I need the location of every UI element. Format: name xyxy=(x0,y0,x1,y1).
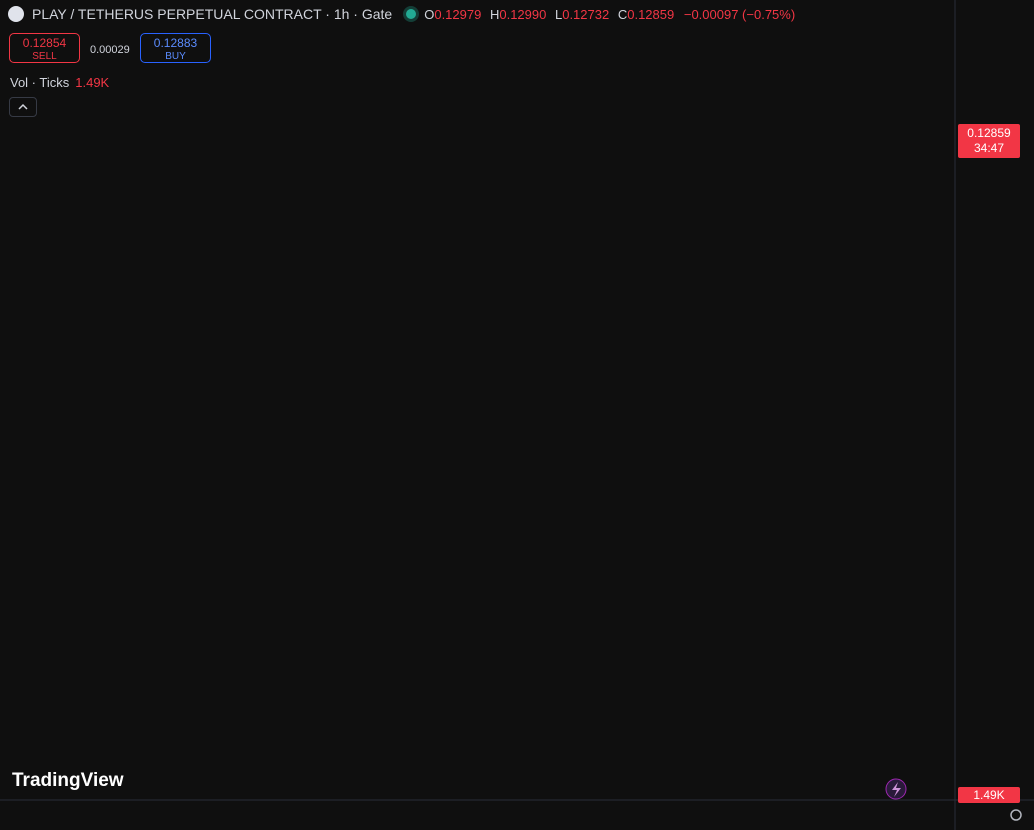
price-tag: 0.12859 34:47 xyxy=(958,124,1020,158)
sell-button[interactable]: 0.12854 SELL xyxy=(9,33,80,63)
ohlc: O0.12979 H0.12990 L0.12732 C0.12859 −0.0… xyxy=(424,7,795,22)
ohlc-letter: C xyxy=(617,6,628,22)
price-tag-value: 0.12859 xyxy=(967,126,1011,140)
sell-price: 0.12854 xyxy=(22,36,67,50)
ohlc-letter: O xyxy=(424,6,435,22)
alert-bolt xyxy=(892,782,901,797)
ohlc-letter: L xyxy=(554,6,563,22)
buy-price: 0.12883 xyxy=(153,36,198,50)
change: −0.00097 (−0.75%) xyxy=(683,6,796,22)
volume-title: Vol · Ticks xyxy=(10,75,70,90)
symbol-icon xyxy=(8,6,24,22)
spread: 0.00029 xyxy=(90,44,130,56)
buy-label: BUY xyxy=(165,51,186,62)
title: PLAY / TETHERUS PERPETUAL CONTRACT · 1h … xyxy=(32,6,393,22)
ohlc-letter: H xyxy=(489,6,500,22)
volume-tag: 1.49K xyxy=(958,787,1020,803)
ohlc-value: 0.12990 xyxy=(499,6,547,22)
volume-value: 1.49K xyxy=(75,75,110,90)
brand: TradingView xyxy=(12,770,124,791)
sell-label: SELL xyxy=(32,51,57,62)
ohlc-value: 0.12979 xyxy=(434,6,482,22)
buy-button[interactable]: 0.12883 BUY xyxy=(140,33,211,63)
header: PLAY / TETHERUS PERPETUAL CONTRACT · 1h … xyxy=(8,6,795,22)
ohlc-value: 0.12859 xyxy=(627,6,675,22)
volume-legend: Vol · Ticks 1.49K xyxy=(10,75,109,90)
countdown: 34:47 xyxy=(973,141,1005,155)
status-dot xyxy=(406,9,417,19)
chevron xyxy=(18,103,28,110)
settings-icon[interactable] xyxy=(1010,809,1022,821)
ohlc-value: 0.12732 xyxy=(562,6,610,22)
collapse-button[interactable] xyxy=(9,97,37,117)
